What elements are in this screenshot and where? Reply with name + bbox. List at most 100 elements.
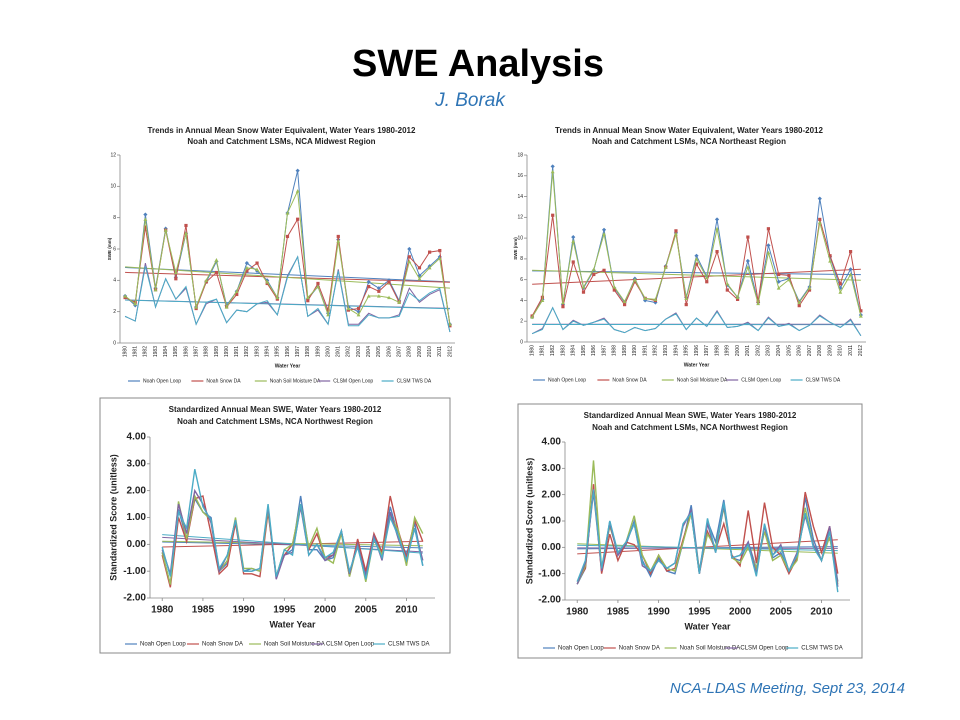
marker [367,285,371,289]
legend-label: CLSM Open Loop [333,378,373,384]
x-tick-label: 2010 [810,607,833,618]
marker [346,306,351,311]
legend-label: Noah Soil Moisture DA [264,642,325,648]
marker [244,261,249,266]
marker [366,279,371,284]
x-tick-label: 1980 [529,345,535,356]
marker [407,255,411,259]
x-tick-label: 2011 [437,346,443,357]
marker [540,298,545,303]
y-tick-label: 6 [520,277,523,283]
marker [305,295,310,300]
legend-label: CLSM TWS DA [388,642,430,648]
x-tick-label: 1999 [725,345,731,356]
chart-subtitle: Noah and Catchment LSMs, NCA Northwest R… [592,423,788,432]
marker [561,300,565,305]
x-tick-label: 1995 [684,345,690,356]
y-tick-label: 6 [113,246,116,252]
x-tick-label: 2000 [729,607,752,618]
legend-label: Noah Snow DA [612,377,647,383]
legend-label: Noah Soil Moisture DA [270,378,321,384]
y-tick-label: 4 [520,298,523,304]
legend-label: CLSM TWS DA [806,377,841,383]
chart-frame [99,397,451,654]
marker [296,217,300,221]
x-tick-label: 2001 [745,345,751,356]
y-tick-label: 0.00 [127,539,147,550]
x-tick-label: 2012 [447,346,453,357]
marker [571,234,576,240]
y-tick-label: 10 [517,235,523,241]
y-axis-label: Standardized Score (unitless) [524,458,534,585]
y-tick-label: 4 [113,278,116,284]
x-tick-label: 2004 [366,346,372,357]
legend-label: Noah Snow DA [202,642,243,648]
x-tick-label: 1980 [566,607,589,618]
marker [725,288,729,292]
marker [622,299,627,304]
marker [828,259,832,263]
x-tick-label: 2005 [376,346,382,357]
y-tick-label: 1.00 [542,516,562,527]
x-tick-label: 1984 [571,345,577,356]
marker [622,303,627,307]
marker [848,250,853,254]
marker [746,235,750,239]
marker [123,294,127,298]
marker [387,295,391,300]
x-axis-label: Water Year [684,621,731,631]
marker [612,288,616,292]
x-tick-label: 1995 [273,605,296,616]
marker [407,259,412,264]
chart-title: Trends in Annual Mean Snow Water Equival… [148,126,416,135]
marker [356,306,361,311]
marker [397,300,402,304]
x-tick-label: 1993 [663,345,669,356]
chart-subtitle: Noah and Catchment LSMs, NCA Midwest Reg… [187,137,375,146]
x-tick-label: 2008 [817,345,823,356]
marker [377,289,381,293]
legend-label: CLSM Open Loop [740,646,789,652]
y-tick-label: 10 [110,184,116,190]
marker [838,290,843,294]
x-tick-label: 1990 [224,346,230,357]
x-tick-label: 2000 [325,346,331,357]
marker [694,256,699,261]
legend-label: CLSM Open Loop [326,642,375,648]
marker [143,217,148,221]
marker [838,282,842,286]
marker [173,270,178,275]
marker [787,277,791,282]
marker [184,223,188,228]
marker [551,213,555,217]
marker [828,254,832,258]
marker [674,232,678,236]
marker [643,296,648,300]
legend-label: CLSM TWS DA [397,378,432,384]
marker [244,265,249,270]
marker [376,286,381,291]
marker [807,288,812,292]
marker [653,297,658,302]
chart-frame [517,403,863,659]
marker [550,169,555,174]
slide-title: SWE Analysis [352,43,604,85]
marker [143,212,148,217]
marker [858,314,863,318]
x-tick-label: 1982 [550,345,556,356]
x-tick-label: 1983 [153,346,159,357]
x-tick-label: 1997 [295,346,301,357]
x-tick-label: 1981 [133,346,139,357]
y-tick-label: 12 [517,215,523,221]
x-tick-label: 2009 [417,346,423,357]
marker [817,196,822,201]
marker [427,265,432,270]
marker [612,285,617,289]
x-tick-label: 2010 [838,345,844,356]
legend-label: Noah Open Loop [140,642,186,648]
y-axis-label: SWE (mm) [107,237,112,260]
y-tick-label: 12 [110,152,116,158]
marker [550,164,555,169]
marker [776,286,781,290]
